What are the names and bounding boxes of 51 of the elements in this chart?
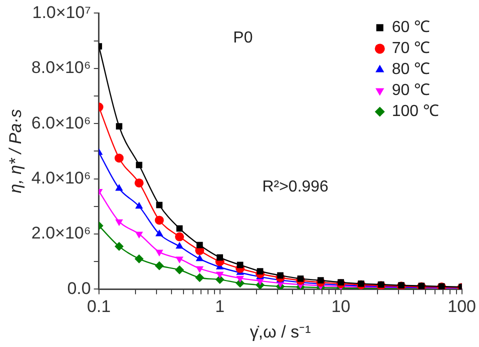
point <box>116 123 122 130</box>
point <box>317 277 324 284</box>
point <box>156 202 163 208</box>
point <box>115 184 124 191</box>
x-tick-label: 100 <box>448 297 476 316</box>
y-tick-label: 0.0 <box>67 278 91 298</box>
point <box>134 254 144 264</box>
point <box>135 202 143 209</box>
annotation: P0 <box>233 29 253 46</box>
x-axis-title: γ̇,ω / s⁻¹ <box>250 322 312 342</box>
point <box>154 261 164 270</box>
point <box>196 254 204 262</box>
y-tick-label: 4.0×10⁶ <box>31 168 91 188</box>
y-axis-title: η, η* / Pa·s <box>6 108 25 194</box>
point <box>236 262 244 268</box>
point <box>155 250 164 256</box>
point <box>216 254 224 261</box>
point <box>256 268 264 274</box>
point <box>114 154 124 163</box>
y-tick-label: 2.0×10⁶ <box>31 224 91 243</box>
y-tick-label: 6.0×10⁶ <box>31 113 91 132</box>
legend-label: 70 ℃ <box>392 40 430 58</box>
point <box>196 266 204 273</box>
x-tick-label: 10 <box>331 297 350 316</box>
point <box>175 265 184 274</box>
point <box>155 230 164 236</box>
y-tick-label: 8.0×10⁶ <box>31 58 91 78</box>
legend-label: 100 ℃ <box>392 103 439 120</box>
point <box>277 272 284 279</box>
point <box>175 232 184 242</box>
point <box>297 276 304 282</box>
legend-label: 80 ℃ <box>392 61 430 78</box>
point <box>176 256 184 264</box>
point <box>135 232 143 238</box>
x-tick-label: 1 <box>215 297 225 316</box>
point <box>196 242 203 248</box>
point <box>134 178 144 188</box>
point <box>136 162 142 168</box>
legend-label: 90 ℃ <box>392 82 430 100</box>
legend-label: 60 ℃ <box>392 19 430 36</box>
point <box>176 242 184 249</box>
annotation: R²>0.996 <box>262 178 329 196</box>
point <box>154 216 164 225</box>
y-tick-label: 1.0×10⁷ <box>32 2 91 22</box>
x-tick-label: 0.1 <box>87 297 111 316</box>
point <box>216 272 224 279</box>
point <box>236 276 244 283</box>
point <box>195 273 204 282</box>
point <box>256 278 264 286</box>
point <box>114 242 124 251</box>
point <box>115 219 124 226</box>
